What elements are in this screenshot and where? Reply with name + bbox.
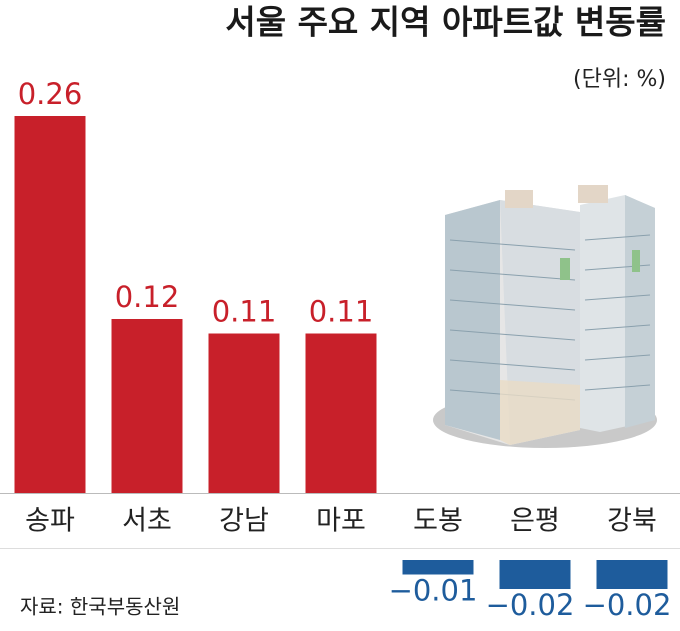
x-tick-label: 도봉	[413, 506, 463, 537]
building-illustration	[433, 185, 657, 448]
value-label: 0.11	[212, 295, 277, 329]
x-tick-label: 은평	[510, 506, 560, 537]
value-label: 0.26	[18, 77, 83, 111]
source-label: 자료: 한국부동산원	[20, 595, 180, 619]
x-tick-label: 서초	[122, 506, 172, 537]
bar	[111, 319, 183, 493]
value-label: −0.01	[389, 574, 478, 608]
value-label: 0.11	[309, 295, 374, 329]
bar	[499, 560, 571, 589]
x-tick-label: 강남	[219, 506, 269, 537]
x-tick-label: 송파	[25, 506, 75, 537]
value-label: −0.02	[583, 588, 672, 622]
value-label: 0.12	[115, 280, 180, 314]
bar	[402, 560, 474, 575]
value-label: −0.02	[486, 588, 575, 622]
x-tick-label: 마포	[316, 506, 366, 537]
bar	[305, 333, 377, 493]
x-tick-label: 강북	[607, 506, 657, 537]
bar	[596, 560, 668, 589]
bar	[14, 116, 86, 493]
chart-title: 서울 주요 지역 아파트값 변동률	[225, 3, 666, 42]
unit-label: (단위: %)	[573, 67, 666, 92]
bar	[208, 333, 280, 493]
